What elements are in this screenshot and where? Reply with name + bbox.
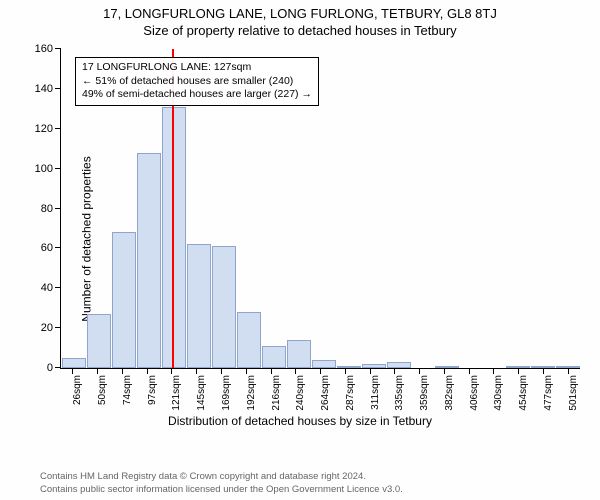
x-tick-mark (97, 369, 98, 374)
x-tick-mark (370, 369, 371, 374)
x-tick-mark (271, 369, 272, 374)
footer-credits: Contains HM Land Registry data © Crown c… (40, 471, 590, 496)
x-tick-label: 145sqm (196, 375, 207, 411)
x-tick-label: 216sqm (271, 375, 282, 411)
x-tick-label: 264sqm (320, 375, 331, 411)
subtitle: Size of property relative to detached ho… (0, 21, 600, 38)
x-tick-label: 240sqm (295, 375, 306, 411)
x-tick-label: 287sqm (345, 375, 356, 411)
bar (212, 246, 236, 368)
y-tick-label: 160 (35, 43, 61, 55)
x-tick-label: 454sqm (518, 375, 529, 411)
bar (337, 366, 361, 368)
x-tick-label: 192sqm (246, 375, 257, 411)
address-title: 17, LONGFURLONG LANE, LONG FURLONG, TETB… (0, 0, 600, 21)
bar (287, 340, 311, 368)
x-axis-label: Distribution of detached houses by size … (0, 414, 600, 428)
bar (531, 366, 555, 368)
y-tick-label: 0 (47, 362, 61, 374)
x-tick-label: 74sqm (122, 375, 133, 405)
bar (137, 153, 161, 368)
x-tick-label: 382sqm (444, 375, 455, 411)
bar (556, 366, 580, 368)
x-tick-mark (147, 369, 148, 374)
y-tick-label: 140 (35, 83, 61, 95)
y-tick-label: 120 (35, 123, 61, 135)
x-tick-label: 430sqm (493, 375, 504, 411)
x-tick-mark (122, 369, 123, 374)
y-tick-label: 40 (41, 282, 61, 294)
x-tick-label: 477sqm (543, 375, 554, 411)
x-tick-label: 406sqm (469, 375, 480, 411)
x-tick-mark (444, 369, 445, 374)
x-tick-mark (469, 369, 470, 374)
x-tick-label: 359sqm (419, 375, 430, 411)
bar (87, 314, 111, 368)
bar (112, 232, 136, 368)
y-tick-label: 80 (41, 203, 61, 215)
x-tick-mark (345, 369, 346, 374)
y-tick-label: 60 (41, 242, 61, 254)
x-tick-mark (568, 369, 569, 374)
bar (506, 366, 530, 368)
plot-area: 17 LONGFURLONG LANE: 127sqm ← 51% of det… (60, 49, 580, 369)
bar (435, 366, 459, 368)
chart-container: Number of detached properties 17 LONGFUR… (0, 44, 600, 434)
y-tick-label: 20 (41, 322, 61, 334)
x-tick-label: 311sqm (370, 375, 381, 410)
bar (387, 362, 411, 368)
x-tick-mark (320, 369, 321, 374)
x-tick-label: 169sqm (221, 375, 232, 411)
x-tick-mark (543, 369, 544, 374)
x-tick-label: 335sqm (394, 375, 405, 411)
annotation-box: 17 LONGFURLONG LANE: 127sqm ← 51% of det… (75, 57, 319, 106)
annotation-line1: 17 LONGFURLONG LANE: 127sqm (82, 61, 312, 75)
annotation-line2: ← 51% of detached houses are smaller (24… (82, 75, 312, 89)
footer-line1: Contains HM Land Registry data © Crown c… (40, 471, 590, 483)
x-tick-mark (518, 369, 519, 374)
x-tick-mark (295, 369, 296, 374)
bar (312, 360, 336, 368)
x-tick-mark (196, 369, 197, 374)
bar (187, 244, 211, 368)
x-tick-mark (493, 369, 494, 374)
bar (237, 312, 261, 368)
x-tick-mark (171, 369, 172, 374)
x-tick-label: 26sqm (72, 375, 83, 405)
annotation-line3: 49% of semi-detached houses are larger (… (82, 88, 312, 102)
x-tick-mark (72, 369, 73, 374)
x-tick-label: 501sqm (568, 375, 579, 411)
y-tick-label: 100 (35, 163, 61, 175)
x-tick-mark (394, 369, 395, 374)
x-tick-label: 121sqm (171, 375, 182, 411)
x-tick-mark (221, 369, 222, 374)
bar (362, 364, 386, 368)
x-tick-label: 97sqm (147, 375, 158, 405)
x-tick-mark (246, 369, 247, 374)
bar (262, 346, 286, 368)
bar (62, 358, 86, 368)
x-tick-mark (419, 369, 420, 374)
footer-line2: Contains public sector information licen… (40, 484, 590, 496)
x-tick-label: 50sqm (97, 375, 108, 405)
